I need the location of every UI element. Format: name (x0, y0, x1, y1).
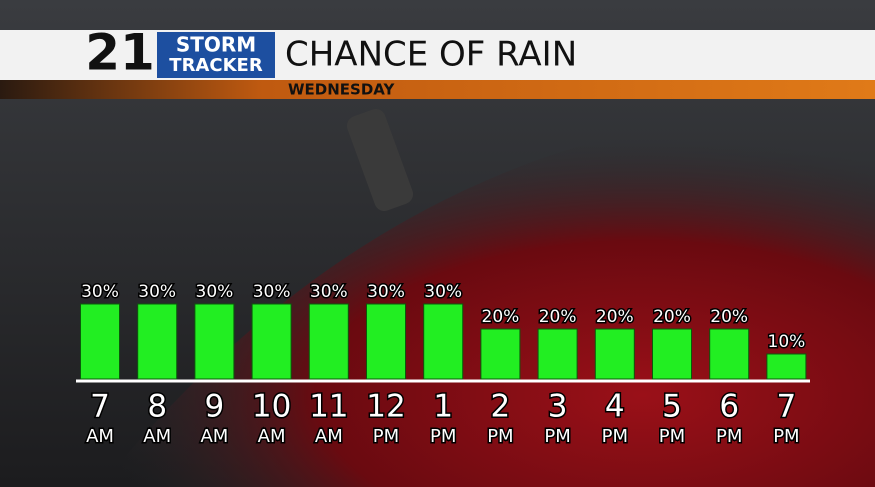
bar (423, 303, 464, 380)
value-label: 20% (482, 307, 520, 327)
value-label: 30% (424, 282, 462, 302)
period-label: PM (659, 426, 685, 447)
period-label: AM (86, 426, 114, 447)
hour-label: 9 (205, 389, 225, 425)
logo-line: STORM (176, 33, 256, 57)
bar (308, 303, 349, 380)
logo-number: 21 (85, 24, 155, 82)
period-label: PM (773, 426, 799, 447)
value-label: 30% (367, 282, 405, 302)
period-label: PM (602, 426, 628, 447)
logo-box (157, 32, 275, 78)
value-label: 20% (653, 307, 691, 327)
bar (194, 303, 235, 380)
hour-label: 3 (548, 389, 568, 425)
value-label: 30% (310, 282, 348, 302)
period-label: PM (544, 426, 570, 447)
bar (80, 303, 120, 380)
value-label: 10% (768, 332, 806, 352)
period-label: PM (430, 426, 456, 447)
period-label: AM (315, 426, 343, 447)
value-label: 30% (138, 282, 176, 302)
chart-title: CHANCE OF RAIN (285, 35, 577, 75)
bar (652, 328, 692, 380)
hour-label: 12 (366, 389, 405, 425)
header-bar (0, 30, 875, 80)
bar (137, 303, 178, 380)
value-label: 20% (710, 307, 748, 327)
bar (480, 328, 521, 380)
umbrella (100, 120, 875, 487)
value-label: 30% (196, 282, 234, 302)
hour-label: 11 (309, 389, 348, 425)
bar (594, 328, 635, 380)
subheader-bar (0, 80, 875, 99)
period-label: AM (200, 426, 228, 447)
period-label: PM (487, 426, 513, 447)
hour-label: 7 (90, 389, 110, 425)
hour-label: 6 (719, 389, 739, 425)
hour-label: 2 (491, 389, 511, 425)
bar (537, 328, 578, 380)
bar (251, 303, 292, 380)
period-label: PM (373, 426, 399, 447)
chart-subtitle: WEDNESDAY (288, 81, 395, 99)
hour-label: 5 (662, 389, 682, 425)
hour-label: 1 (433, 389, 453, 425)
value-label: 30% (81, 282, 119, 302)
umbrella-tip (346, 108, 414, 212)
bar (366, 303, 406, 380)
bar (766, 353, 807, 380)
hour-label: 10 (252, 389, 291, 425)
hour-label: 4 (605, 389, 625, 425)
hour-label: 8 (147, 389, 167, 425)
value-label: 30% (253, 282, 291, 302)
value-label: 20% (596, 307, 634, 327)
logo-line: TRACKER (169, 55, 263, 76)
bar (709, 328, 750, 380)
value-label: 20% (539, 307, 577, 327)
period-label: AM (143, 426, 171, 447)
hour-label: 7 (777, 389, 797, 425)
period-label: AM (258, 426, 286, 447)
period-label: PM (716, 426, 742, 447)
